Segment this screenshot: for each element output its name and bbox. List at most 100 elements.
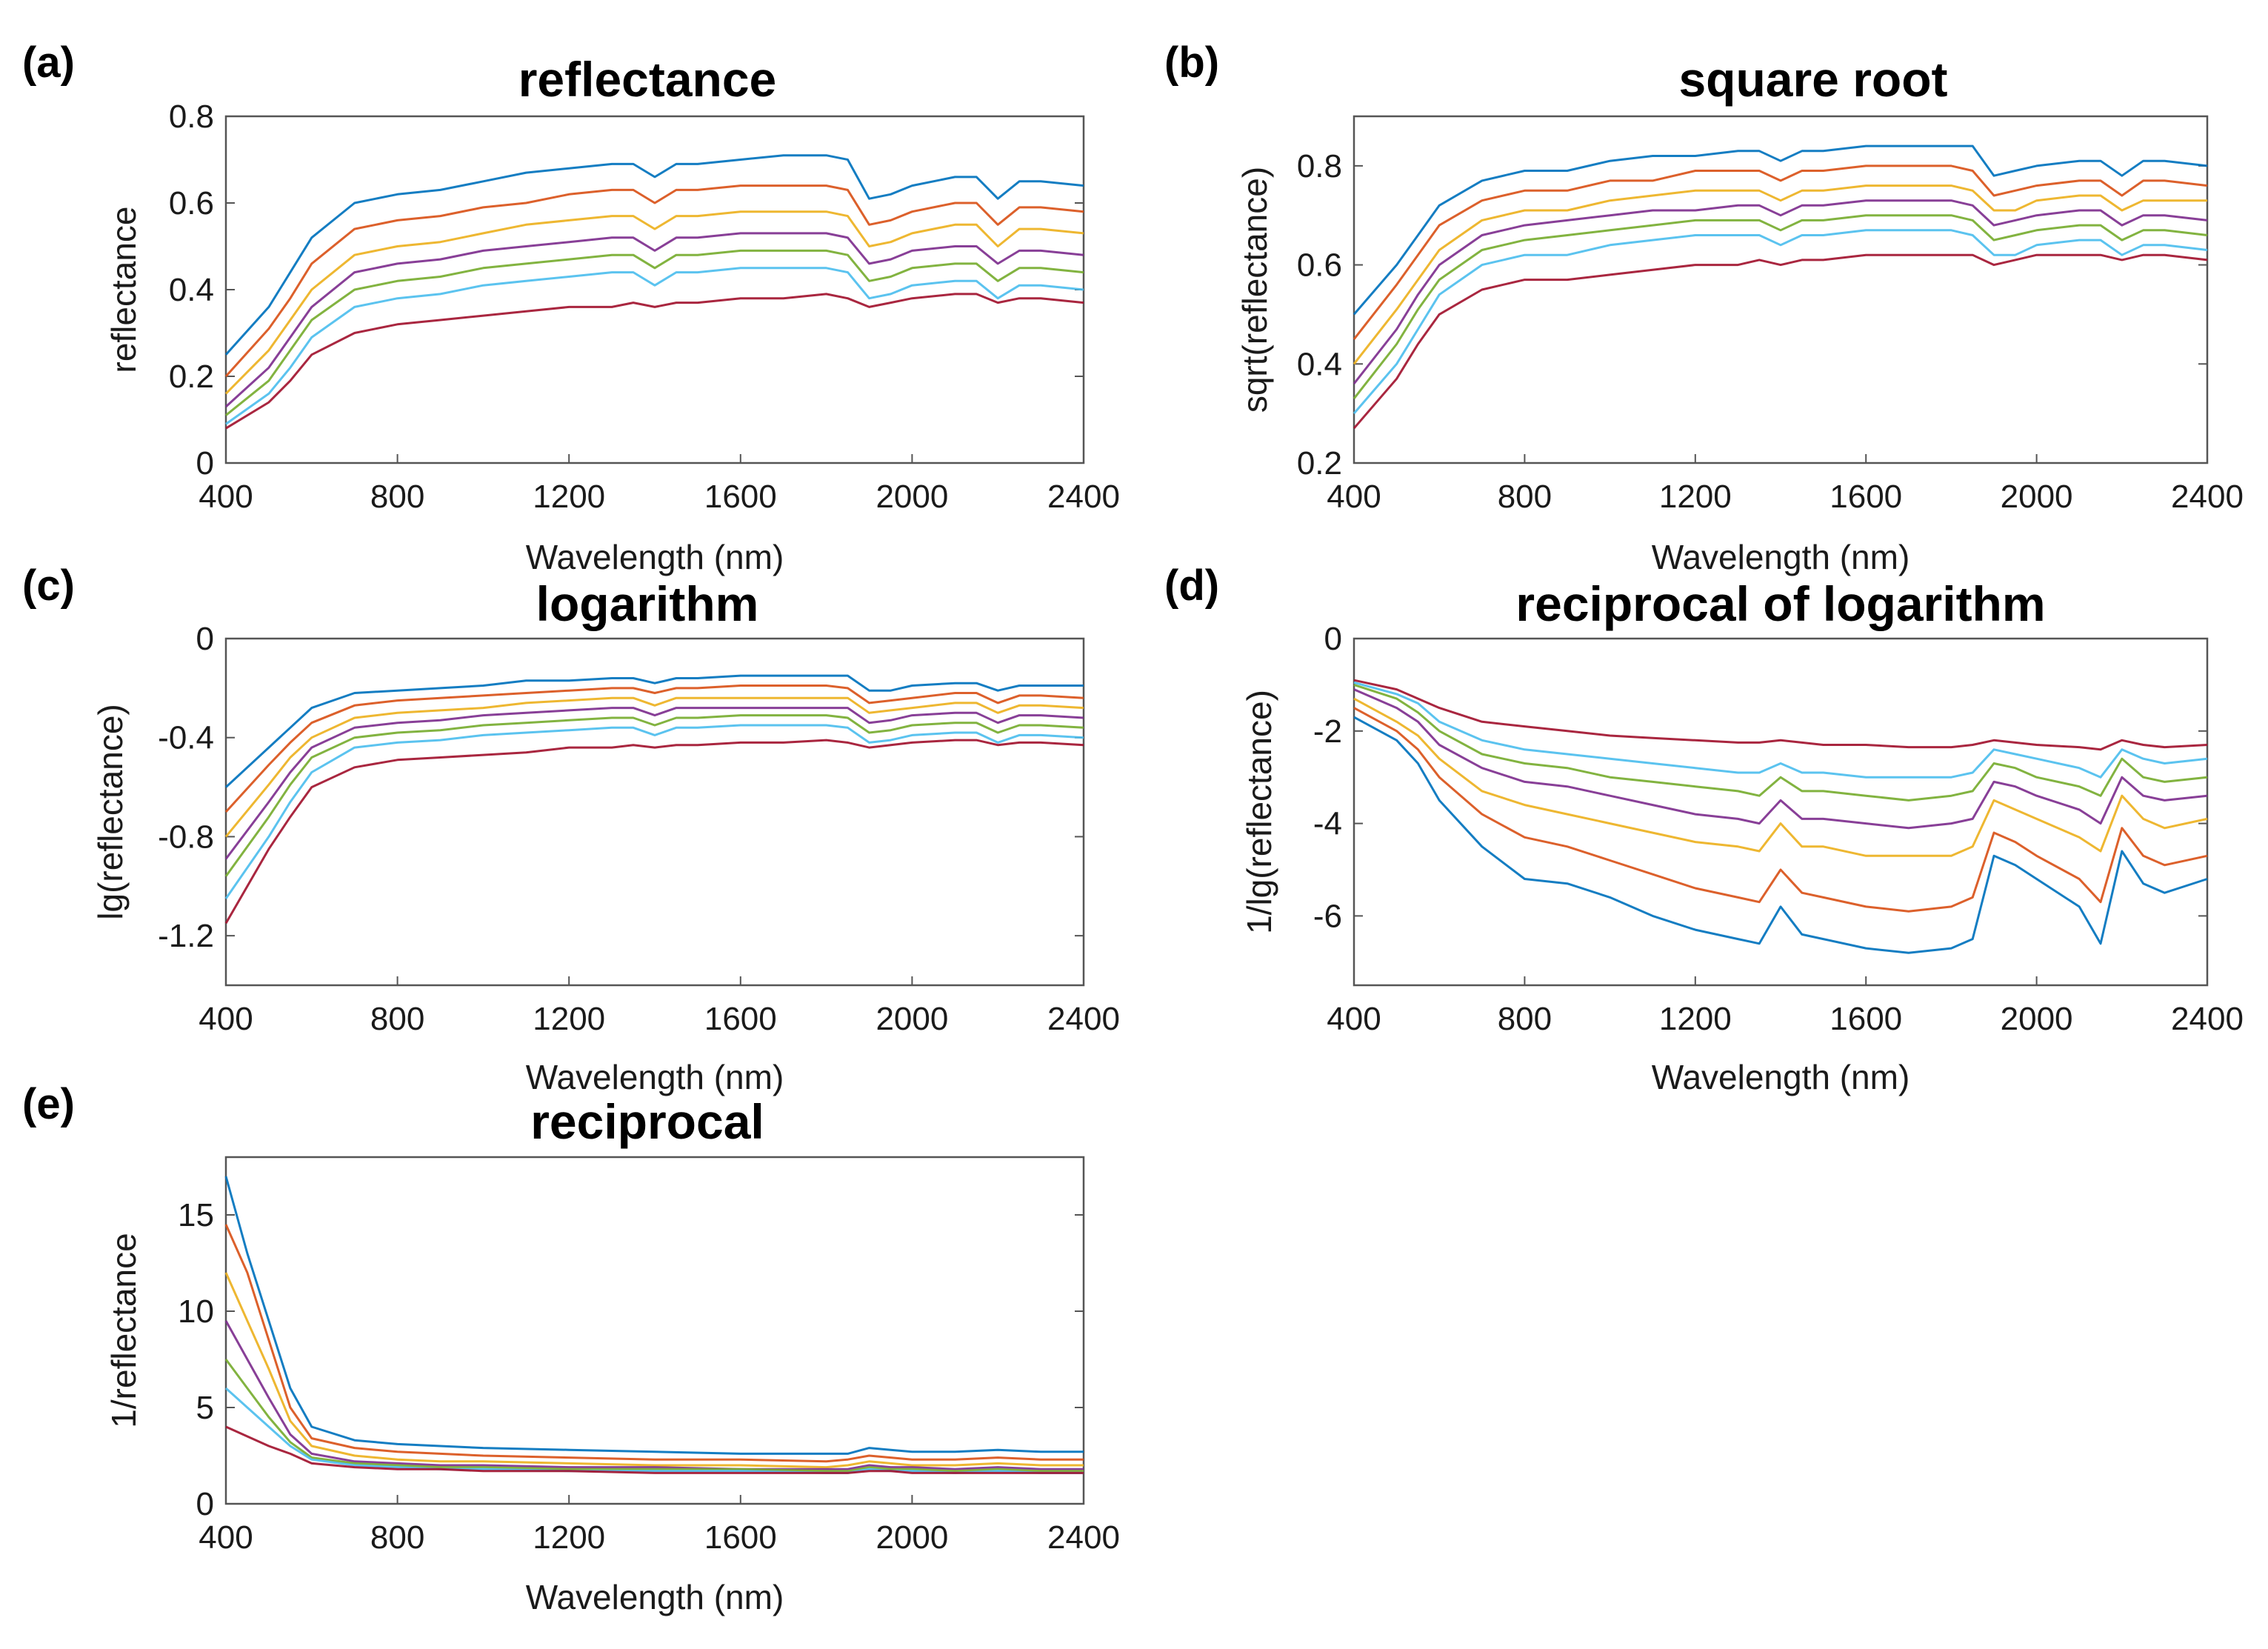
panel-b-series-line-1	[1353, 144, 2208, 316]
panel-c-y-label: lg(reflectance)	[91, 704, 130, 919]
panel-d-x-tick-label: 1200	[1659, 1001, 1732, 1037]
panel-d-series-line-7	[1353, 679, 2208, 751]
panel-b-x-tick-label: 800	[1498, 479, 1552, 515]
panel-e-y-tick-label: 15	[178, 1197, 214, 1233]
panel-d-x-label: Wavelength (nm)	[1652, 1058, 1910, 1096]
panel-e-y-tick-label: 10	[178, 1293, 214, 1330]
panel-c-y-tick-label: 0	[196, 621, 214, 657]
panel-c-series	[224, 674, 1084, 925]
panel-a-x-tick-label: 800	[370, 479, 424, 515]
panel-d-x-tick-label: 2400	[2171, 1001, 2244, 1037]
panel-b-x-tick-label: 1200	[1659, 479, 1732, 515]
panel-c-series-line-2	[224, 684, 1084, 813]
panel-a-y-label: reflectance	[104, 206, 143, 373]
panel-c-x-tick-label: 2400	[1047, 1001, 1120, 1037]
panel-d-y-tick-label: -4	[1313, 806, 1342, 842]
panel-b-series-line-2	[1353, 164, 2208, 340]
panel-b-series-line-3	[1353, 184, 2207, 365]
panel-d-series-line-2	[1353, 707, 2208, 913]
panel-d-series	[1353, 679, 2208, 954]
panel-e-y-label: 1/reflectance	[104, 1233, 143, 1428]
panel-c: (c) logarithm 400 800 1200 1600 2000 2400 -1.…	[22, 562, 1120, 1096]
panel-d-series-line-4	[1353, 688, 2208, 830]
panel-b-x-label: Wavelength (nm)	[1652, 538, 1910, 576]
panel-b-x-tick-label: 2000	[2001, 479, 2073, 515]
panel-a-y-ticks: 0 0.2 0.4 0.6 0.8	[169, 99, 1084, 482]
panel-b-x-ticks: 400 800 1200 1600 2000 2400	[1327, 454, 2244, 515]
panel-e-series-line-5	[224, 1359, 1084, 1473]
panel-d-x-tick-label: 400	[1327, 1001, 1381, 1037]
panel-a-y-tick-label: 0.4	[169, 272, 214, 308]
panel-b-series-line-7	[1353, 253, 2208, 430]
panel-b-y-tick-label: 0.6	[1297, 247, 1342, 284]
panel-e-y-tick-label: 0	[196, 1486, 214, 1522]
panel-e-y-tick-label: 5	[196, 1390, 214, 1426]
panel-d-series-line-5	[1353, 683, 2208, 802]
panel-c-axes	[224, 637, 1085, 987]
panel-b-x-tick-label: 1600	[1830, 479, 1902, 515]
panel-d-letter: (d)	[1164, 562, 1219, 610]
panel-d-x-tick-label: 1600	[1830, 1001, 1902, 1037]
panel-d-y-tick-label: -2	[1313, 713, 1342, 750]
panel-e-x-tick-label: 1600	[704, 1519, 777, 1556]
panel-a-series	[224, 154, 1084, 430]
panel-e-x-ticks: 400 800 1200 1600 2000 2400	[199, 1495, 1120, 1556]
panel-a-letter: (a)	[22, 39, 75, 87]
panel-c-x-label: Wavelength (nm)	[526, 1058, 784, 1096]
panel-a-x-tick-label: 2000	[875, 479, 948, 515]
panel-a-x-tick-label: 1200	[533, 479, 605, 515]
panel-c-title: logarithm	[536, 576, 759, 631]
panel-e-title: reciprocal	[530, 1094, 764, 1149]
panel-b-series	[1353, 144, 2208, 430]
panel-a-y-tick-label: 0	[196, 445, 214, 482]
panel-c-x-tick-label: 400	[199, 1001, 253, 1037]
panel-a-series-line-4	[224, 232, 1084, 408]
panel-b-x-tick-label: 2400	[2171, 479, 2244, 515]
panel-e-x-label: Wavelength (nm)	[526, 1578, 784, 1616]
panel-c-x-tick-label: 1200	[533, 1001, 605, 1037]
panel-e-axes	[224, 1156, 1085, 1505]
panel-d-y-tick-label: 0	[1324, 621, 1342, 657]
panel-c-series-line-6	[224, 724, 1084, 899]
panel-b-title: square root	[1678, 52, 1947, 107]
panel-c-series-line-3	[224, 696, 1084, 838]
panel-e-series-line-7	[225, 1425, 1084, 1474]
panel-d-y-ticks: -6 -4 -2 0	[1313, 621, 2207, 934]
panel-a-series-line-5	[225, 249, 1084, 416]
panel-a-series-line-7	[225, 293, 1084, 430]
panel-e-x-tick-label: 2000	[875, 1519, 948, 1556]
panel-a-title: reflectance	[518, 52, 777, 107]
panel-b-y-tick-label: 0.4	[1297, 346, 1342, 382]
panel-d-series-line-1	[1353, 716, 2208, 954]
panel-a-x-label: Wavelength (nm)	[526, 538, 784, 576]
panel-b-y-ticks: 0.2 0.4 0.6 0.8	[1297, 148, 2207, 482]
panel-a-axes	[224, 115, 1085, 464]
panel-c-y-tick-label: -1.2	[158, 918, 214, 954]
panel-d-series-line-3	[1353, 697, 2208, 857]
panel-e: (e) reciprocal 400 800 1200 1600 2000 2400 0 5…	[22, 1080, 1120, 1616]
panel-a-x-ticks: 400 800 1200 1600 2000 2400	[199, 454, 1120, 515]
panel-c-series-line-4	[224, 707, 1084, 860]
panel-c-x-tick-label: 2000	[875, 1001, 948, 1037]
panel-c-x-tick-label: 1600	[704, 1001, 777, 1037]
panel-b-axes	[1353, 115, 2209, 464]
panel-d-title: reciprocal of logarithm	[1515, 576, 2045, 631]
panel-c-x-ticks: 400 800 1200 1600 2000 2400	[199, 976, 1120, 1037]
panel-d-y-label: 1/lg(reflectance)	[1240, 690, 1278, 934]
panel-b-letter: (b)	[1164, 39, 1219, 87]
panel-a-x-tick-label: 1600	[704, 479, 777, 515]
panel-c-y-tick-label: -0.8	[158, 819, 214, 855]
panel-b-series-line-5	[1353, 214, 2208, 400]
panel-b-x-tick-label: 400	[1327, 479, 1381, 515]
panel-e-series-line-3	[224, 1272, 1084, 1469]
panel-e-x-tick-label: 400	[199, 1519, 253, 1556]
panel-c-series-line-7	[224, 739, 1084, 925]
panel-b-series-line-4	[1353, 199, 2208, 384]
panel-d-y-tick-label: -6	[1313, 898, 1342, 934]
panel-c-x-tick-label: 800	[370, 1001, 424, 1037]
panel-b-y-label: sqrt(reflectance)	[1235, 167, 1274, 413]
panel-d-series-line-6	[1353, 681, 2208, 779]
panel-b-y-tick-label: 0.2	[1297, 445, 1342, 482]
panel-d-x-tick-label: 800	[1498, 1001, 1552, 1037]
